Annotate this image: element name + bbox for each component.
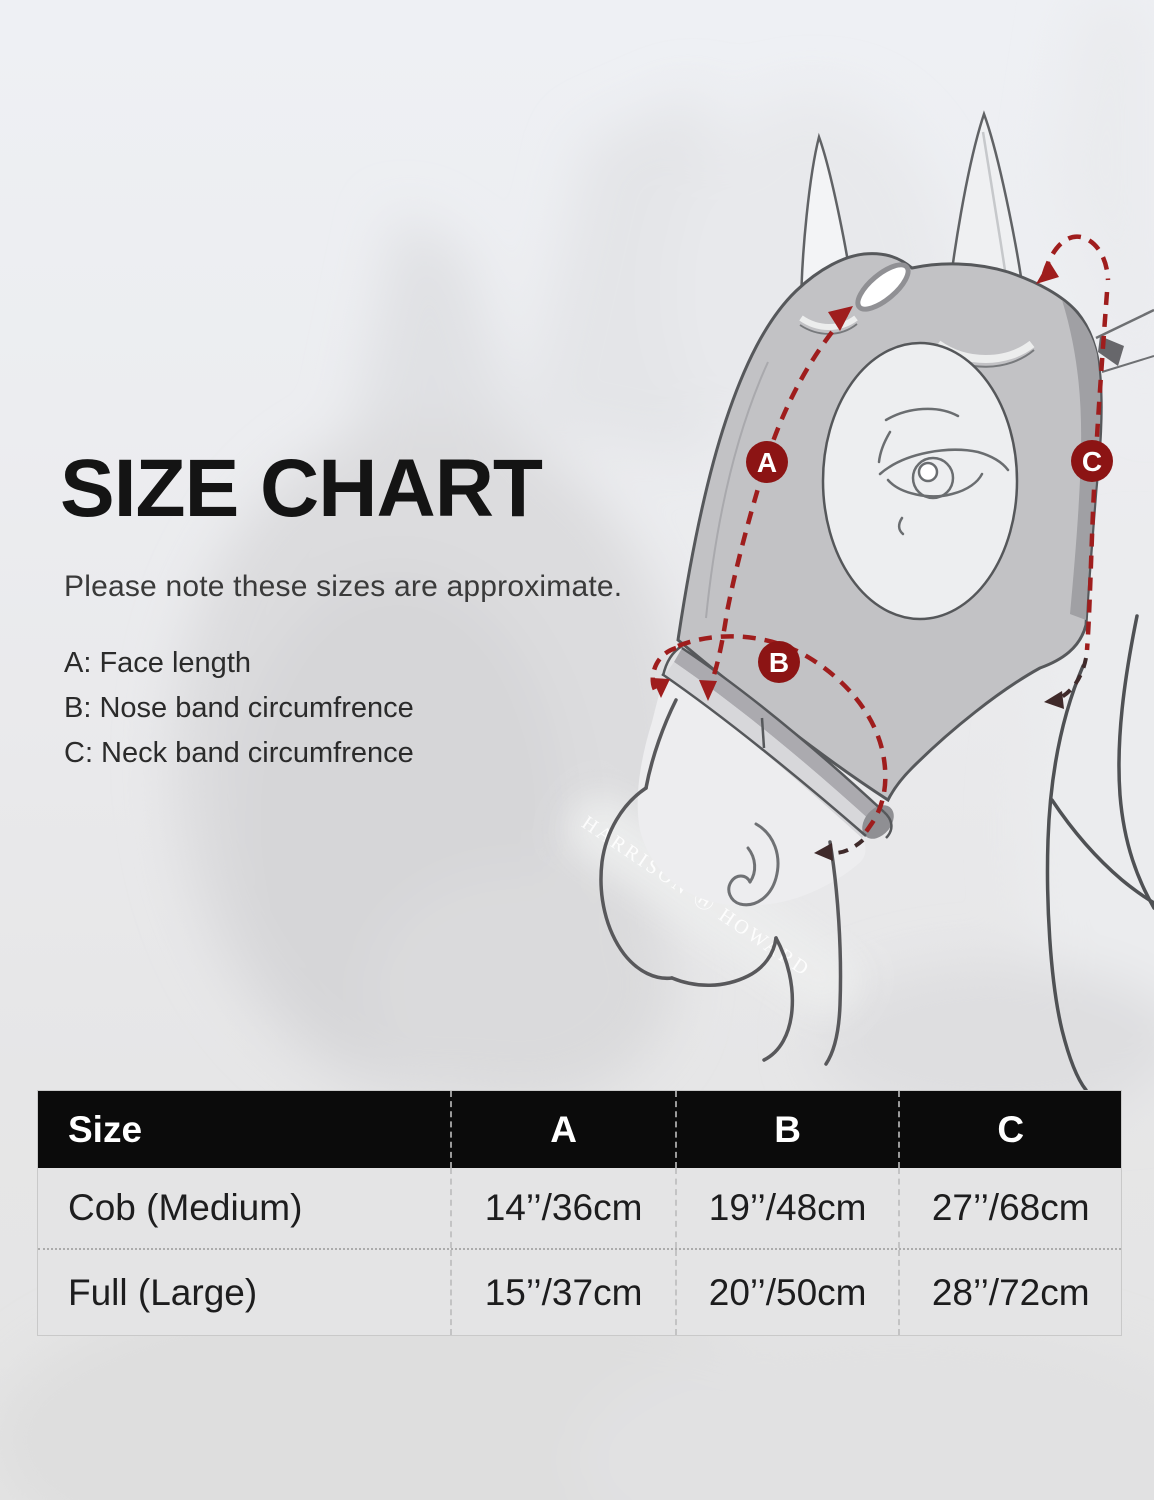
header-a: A xyxy=(452,1091,677,1168)
arrowhead xyxy=(1036,261,1059,284)
far-ear-trim-light xyxy=(935,340,1035,363)
arrowhead xyxy=(1044,691,1064,709)
marker-c-label: C xyxy=(1082,446,1102,477)
size-table: Size A B C Cob (Medium) 14’’/36cm 19’’/4… xyxy=(37,1090,1122,1336)
arrowhead xyxy=(814,843,833,861)
near-ear-trim-light xyxy=(799,315,858,330)
far-ear-trim-line xyxy=(935,349,1035,368)
nose-band-outline xyxy=(661,644,893,839)
cell-a: 15’’/37cm xyxy=(452,1250,677,1335)
arrowhead xyxy=(828,306,853,331)
cell-c: 27’’/68cm xyxy=(931,1187,1090,1228)
far-ear-crease xyxy=(981,131,1015,323)
near-ear xyxy=(799,132,856,322)
measurement-legend: A: Face length B: Nose band circumfrence… xyxy=(64,641,414,776)
muzzle-line-art xyxy=(599,698,843,1066)
arrowhead xyxy=(652,678,670,698)
mask-body xyxy=(676,252,1103,803)
legend-nose-band: B: Nose band circumfrence xyxy=(64,692,414,724)
nose-band-end xyxy=(862,805,894,839)
neck-band-strip xyxy=(1062,300,1101,620)
cell-c: 28’’/72cm xyxy=(931,1271,1090,1313)
measure-arrow-c xyxy=(1036,234,1111,709)
marker-c: C xyxy=(1071,440,1113,482)
cell-a: 14’’/36cm xyxy=(452,1168,677,1248)
row-label: Full (Large) xyxy=(38,1250,453,1335)
header-b: B xyxy=(677,1091,901,1168)
legend-face-length: A: Face length xyxy=(64,647,251,679)
header-c: C xyxy=(997,1108,1025,1150)
cell-b: 20’’/50cm xyxy=(677,1250,901,1335)
horse-eye-drawing xyxy=(877,407,1010,536)
nose-band-light xyxy=(664,662,874,838)
size-table-header-row: Size A B C xyxy=(38,1091,1121,1168)
measure-arrow-b xyxy=(650,634,888,861)
measure-arrow-a xyxy=(699,306,853,701)
cell-b: 19’’/48cm xyxy=(677,1168,901,1248)
header-size: Size xyxy=(38,1091,453,1168)
arrowhead xyxy=(699,680,717,701)
near-ear-trim-line xyxy=(799,323,858,335)
table-row-cob: Cob (Medium) 14’’/36cm 19’’/48cm 27’’/68… xyxy=(38,1168,1121,1248)
table-row-full: Full (Large) 15’’/37cm 20’’/50cm 28’’/72… xyxy=(38,1248,1121,1335)
far-ear xyxy=(942,110,1030,351)
legend-neck-band: C: Neck band circumfrence xyxy=(64,737,414,769)
neck-lines xyxy=(1045,614,1154,1092)
mask-left-trim xyxy=(705,361,769,619)
dark-hook xyxy=(1057,657,1088,701)
forelock-hole xyxy=(855,262,911,312)
halter-line-1 xyxy=(1095,308,1154,340)
marker-b: B xyxy=(758,641,800,683)
page-title: SIZE CHART xyxy=(60,443,543,534)
page-subtitle: Please note these sizes are approximate. xyxy=(64,570,623,603)
eye-mesh-panel xyxy=(821,341,1019,621)
halter-strap xyxy=(1098,336,1124,366)
marker-a-label: A xyxy=(757,447,777,478)
halter-line-2 xyxy=(1101,355,1154,373)
nostril-drawing xyxy=(727,822,780,907)
marker-a: A xyxy=(746,441,788,483)
dark-hook xyxy=(829,838,865,856)
photo-noseband-strip: HARRISON Ⓗ HOWARD xyxy=(567,794,860,1015)
muzzle-fill xyxy=(637,676,866,906)
row-label: Cob (Medium) xyxy=(38,1168,453,1248)
marker-b-label: B xyxy=(769,647,789,678)
brand-watermark: HARRISON Ⓗ HOWARD xyxy=(578,811,816,982)
nose-band-dark xyxy=(674,648,884,824)
